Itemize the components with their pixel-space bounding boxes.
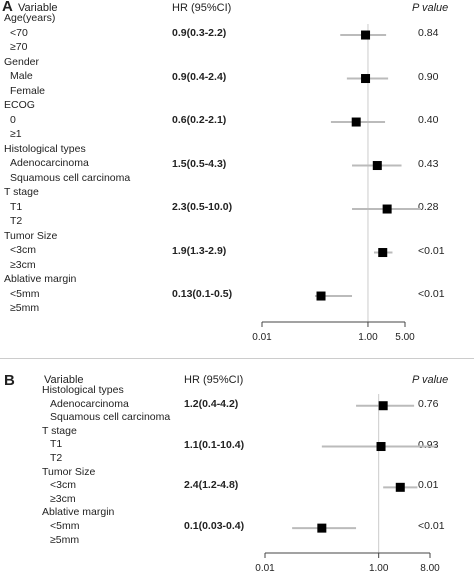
- row-sublabel: <5mm: [50, 520, 80, 532]
- x-tick-label: 8.00: [420, 563, 440, 572]
- hr-value: 0.6(0.2-2.1): [172, 114, 227, 127]
- hr-marker: [351, 117, 361, 127]
- panel-label-a: A: [2, 0, 13, 15]
- p-value: 0.76: [418, 397, 439, 410]
- header-p-a: P value: [412, 2, 449, 14]
- row-sublabel: ≥5mm: [10, 302, 40, 314]
- row-sublabel: <3cm: [50, 479, 76, 492]
- hr-marker: [317, 523, 327, 533]
- hr-value: 0.13(0.1-0.5): [172, 288, 233, 301]
- hr-value: 0.9(0.3-2.2): [172, 27, 227, 40]
- hr-marker: [378, 248, 388, 258]
- row-group-label: Gender: [4, 55, 40, 68]
- row-sublabel: <5mm: [10, 287, 40, 300]
- hr-marker: [316, 291, 326, 301]
- row-sublabel: <70: [10, 26, 28, 39]
- row-group-label: Histological types: [4, 142, 86, 155]
- row-sublabel: Adenocarcinoma: [10, 157, 89, 169]
- row-group-label: Age(years): [4, 12, 56, 24]
- header-p-b: P value: [412, 374, 449, 386]
- hr-value: 1.5(0.5-4.3): [172, 157, 227, 170]
- hr-value: 1.1(0.1-10.4): [184, 438, 245, 451]
- x-tick-label: 0.01: [252, 332, 272, 343]
- row-sublabel: T2: [10, 215, 23, 227]
- p-value: 0.28: [418, 201, 439, 214]
- hr-value: 2.4(1.2-4.8): [184, 479, 239, 492]
- row-sublabel: Adenocarcinoma: [50, 397, 129, 410]
- row-sublabel: 0: [10, 113, 16, 126]
- x-tick-label: 1.00: [369, 563, 389, 572]
- row-group-label: Tumor Size: [42, 465, 96, 478]
- p-value: 0.90: [418, 70, 439, 83]
- row-sublabel: Female: [10, 84, 46, 97]
- row-sublabel: ≥1: [10, 128, 22, 140]
- header-hr-b: HR (95%CI): [184, 374, 244, 386]
- forest-plot-a: 0.01 1.00 5.00: [252, 24, 421, 343]
- hr-marker: [376, 442, 386, 452]
- p-value: <0.01: [418, 244, 445, 257]
- p-value: 0.84: [418, 27, 439, 40]
- forest-panel-a: A Variable HR (95%CI) P value Age(years)…: [2, 0, 449, 343]
- row-group-label: Tumor Size: [4, 229, 58, 242]
- row-group-label: Histological types: [42, 384, 124, 396]
- hr-value: 2.3(0.5-10.0): [172, 201, 233, 214]
- x-tick-label: 1.00: [358, 332, 378, 343]
- header-hr-a: HR (95%CI): [172, 2, 232, 14]
- row-sublabel: ≥3cm: [10, 258, 36, 271]
- hr-value: 1.2(0.4-4.2): [184, 397, 239, 410]
- hr-marker: [382, 204, 392, 214]
- row-sublabel: Male: [10, 70, 33, 82]
- hr-marker: [378, 401, 388, 411]
- row-group-label: Ablative margin: [4, 273, 77, 285]
- hr-marker: [361, 30, 371, 40]
- row-sublabel: ≥5mm: [50, 533, 80, 546]
- hr-marker: [395, 482, 405, 492]
- panel-label-b: B: [4, 372, 15, 389]
- p-value: 0.40: [418, 114, 439, 127]
- row-group-label: Ablative margin: [42, 506, 115, 519]
- row-group-label: ECOG: [4, 99, 35, 111]
- p-value: 0.01: [418, 479, 439, 492]
- row-group-label: T stage: [42, 424, 77, 437]
- header-variable-b: Variable: [44, 374, 84, 386]
- panel-divider: [0, 358, 474, 359]
- row-sublabel: ≥3cm: [50, 492, 76, 505]
- row-sublabel: ≥70: [10, 41, 28, 53]
- row-sublabel: T2: [50, 452, 63, 464]
- hr-value: 1.9(1.3-2.9): [172, 244, 227, 257]
- p-value: <0.01: [418, 520, 445, 533]
- row-sublabel: T1: [50, 438, 63, 451]
- row-sublabel: T1: [10, 200, 23, 213]
- hr-value: 0.1(0.03-0.4): [184, 520, 245, 533]
- hr-marker: [372, 161, 382, 171]
- row-group-label: T stage: [4, 186, 39, 198]
- row-sublabel: <3cm: [10, 244, 36, 256]
- p-value: <0.01: [418, 288, 445, 301]
- p-value: 0.43: [418, 157, 439, 170]
- hr-marker: [361, 74, 371, 84]
- x-tick-label: 0.01: [255, 563, 275, 572]
- x-tick-label: 5.00: [395, 332, 415, 343]
- row-sublabel: Squamous cell carcinoma: [50, 411, 171, 424]
- header-variable-a: Variable: [18, 2, 58, 14]
- row-sublabel: Squamous cell carcinoma: [10, 171, 131, 184]
- hr-value: 0.9(0.4-2.4): [172, 70, 227, 83]
